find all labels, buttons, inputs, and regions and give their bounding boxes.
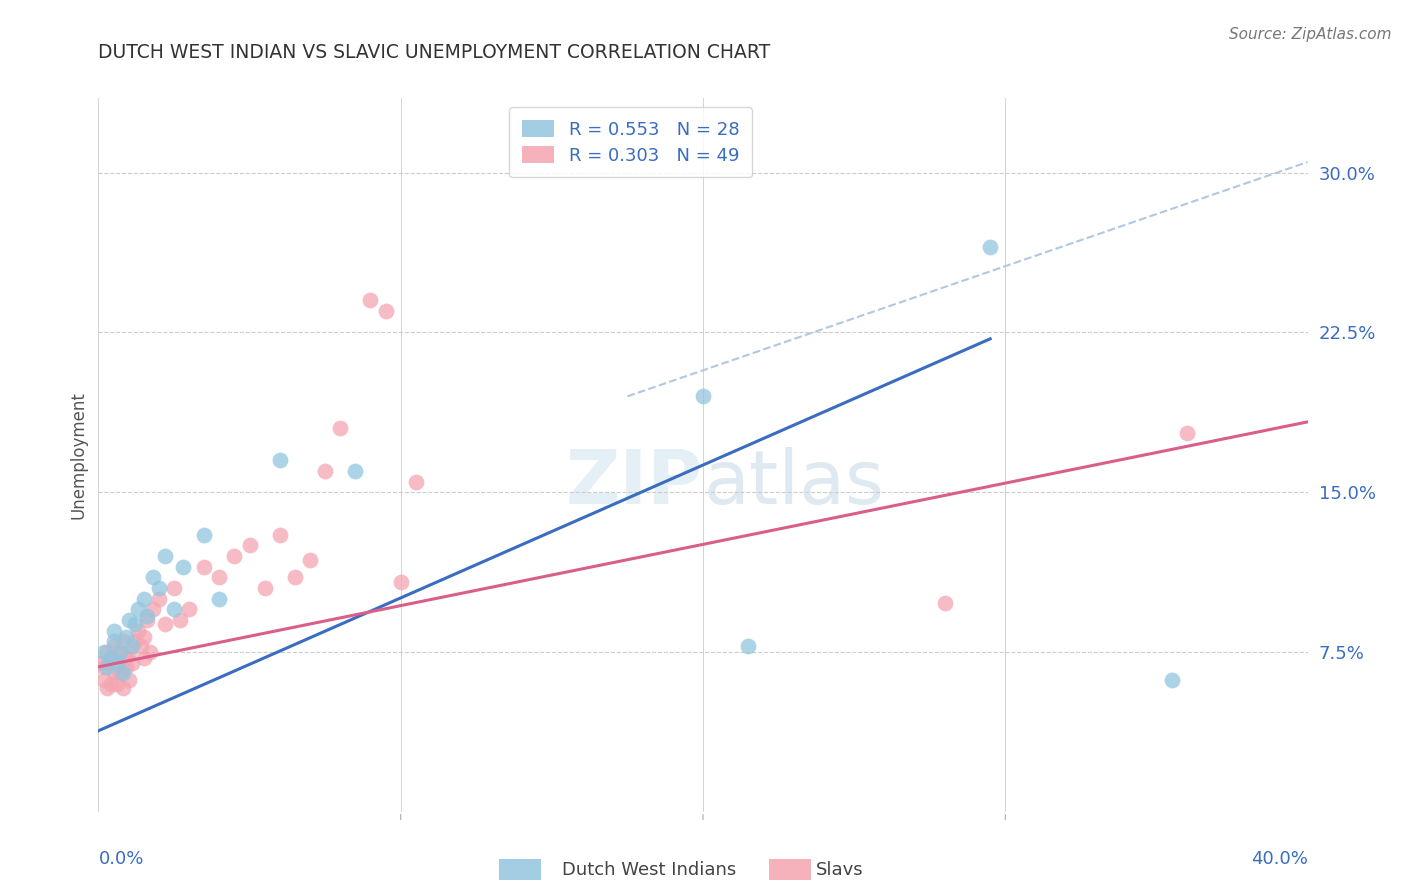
Y-axis label: Unemployment: Unemployment	[69, 391, 87, 519]
Point	[737, 639, 759, 653]
Point	[118, 673, 141, 687]
Point	[1160, 673, 1182, 687]
Point	[114, 660, 136, 674]
Point	[135, 608, 157, 623]
Point	[103, 624, 125, 638]
Point	[121, 656, 143, 670]
Point	[114, 651, 136, 665]
Point	[111, 666, 134, 681]
Point	[177, 602, 201, 616]
Point	[208, 591, 231, 606]
Point	[103, 634, 125, 648]
Point	[172, 559, 194, 574]
Point	[163, 581, 186, 595]
Point	[269, 453, 291, 467]
Point	[129, 639, 152, 653]
Point	[96, 660, 118, 674]
Point	[100, 651, 122, 665]
Point	[269, 528, 291, 542]
Point	[103, 639, 125, 653]
Point	[93, 673, 115, 687]
Point	[90, 656, 112, 670]
Point	[132, 591, 155, 606]
Point	[132, 651, 155, 665]
Point	[121, 639, 143, 653]
Point	[124, 634, 146, 648]
Point	[692, 389, 714, 403]
Point	[108, 645, 131, 659]
Point	[142, 570, 165, 584]
Point	[111, 634, 134, 648]
Legend: R = 0.553   N = 28, R = 0.303   N = 49: R = 0.553 N = 28, R = 0.303 N = 49	[509, 107, 752, 178]
Point	[329, 421, 352, 435]
Point	[163, 602, 186, 616]
Point	[108, 645, 131, 659]
Text: 0.0%: 0.0%	[98, 850, 143, 868]
Point	[360, 293, 382, 308]
Point	[135, 613, 157, 627]
Point	[124, 617, 146, 632]
Text: Dutch West Indians: Dutch West Indians	[562, 861, 737, 879]
Point	[100, 651, 122, 665]
Point	[108, 666, 131, 681]
Point	[934, 596, 956, 610]
Point	[284, 570, 307, 584]
Text: Slavs: Slavs	[815, 861, 863, 879]
Point	[193, 528, 215, 542]
Point	[127, 602, 149, 616]
Point	[148, 581, 170, 595]
Point	[105, 677, 128, 691]
Point	[96, 645, 118, 659]
Point	[118, 613, 141, 627]
Point	[111, 681, 134, 695]
Point	[105, 656, 128, 670]
Point	[93, 660, 115, 674]
Point	[389, 574, 412, 589]
Point	[96, 681, 118, 695]
Point	[127, 624, 149, 638]
Point	[344, 464, 367, 478]
Text: Source: ZipAtlas.com: Source: ZipAtlas.com	[1229, 27, 1392, 42]
Text: 40.0%: 40.0%	[1251, 850, 1308, 868]
Point	[299, 553, 322, 567]
Point	[208, 570, 231, 584]
Point	[239, 538, 262, 552]
Point	[142, 602, 165, 616]
Point	[139, 645, 162, 659]
Point	[114, 630, 136, 644]
Text: DUTCH WEST INDIAN VS SLAVIC UNEMPLOYMENT CORRELATION CHART: DUTCH WEST INDIAN VS SLAVIC UNEMPLOYMENT…	[98, 44, 770, 62]
Point	[105, 656, 128, 670]
Point	[253, 581, 276, 595]
Point	[374, 304, 396, 318]
Point	[405, 475, 427, 489]
Point	[100, 677, 122, 691]
Point	[148, 591, 170, 606]
Point	[1175, 425, 1198, 440]
Point	[314, 464, 336, 478]
Text: atlas: atlas	[703, 447, 884, 520]
Point	[93, 645, 115, 659]
Point	[153, 549, 176, 563]
Point	[132, 630, 155, 644]
Text: ZIP: ZIP	[565, 447, 703, 520]
Point	[118, 645, 141, 659]
Point	[103, 666, 125, 681]
Point	[224, 549, 246, 563]
Point	[193, 559, 215, 574]
Point	[153, 617, 176, 632]
Point	[169, 613, 191, 627]
Point	[979, 240, 1001, 254]
